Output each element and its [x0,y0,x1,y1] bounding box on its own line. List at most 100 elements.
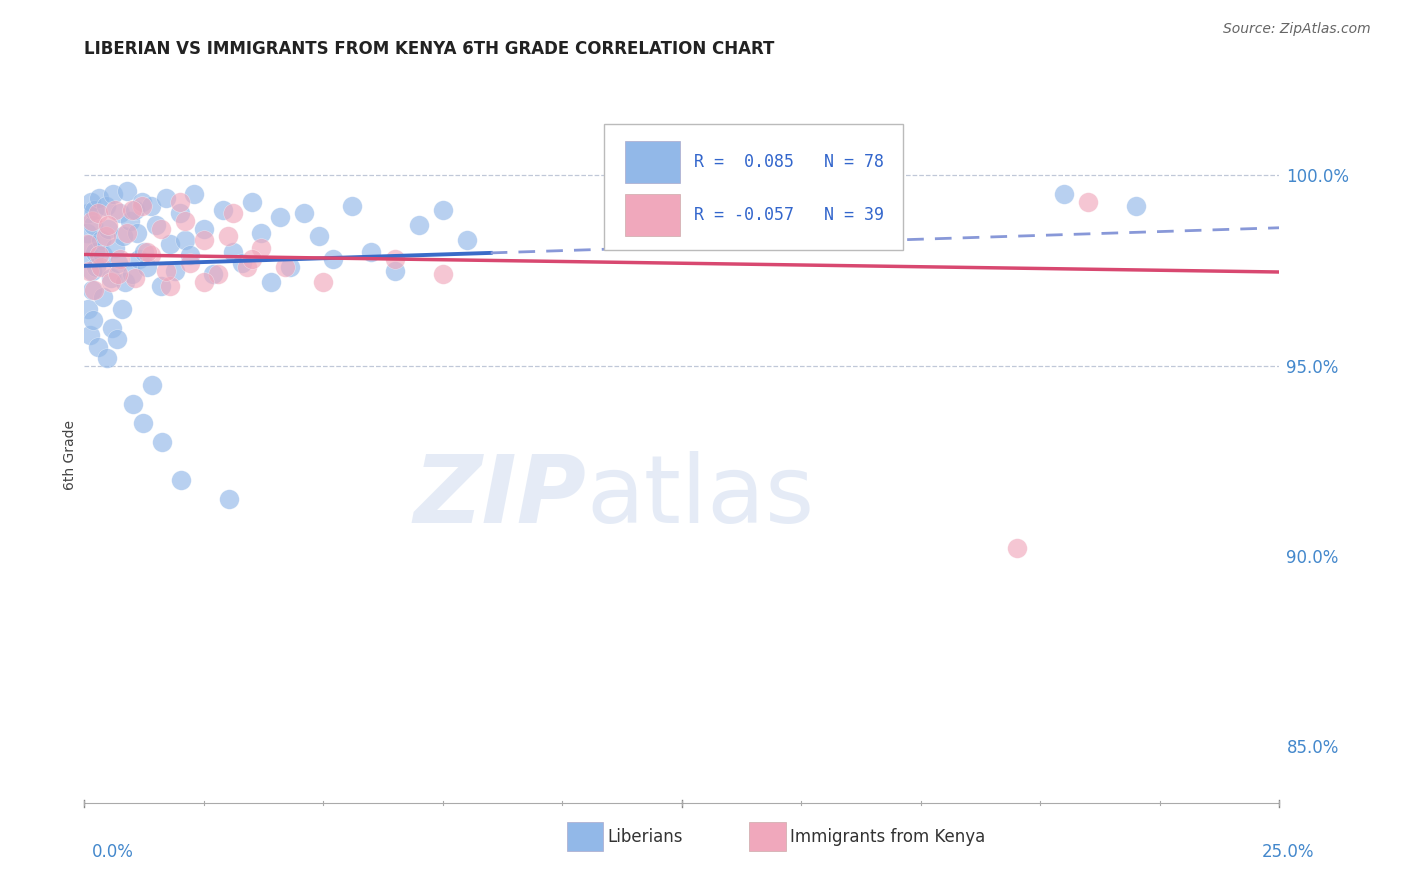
Point [90,233,112,247]
Point [87,191,110,205]
Text: LIBERIAN VS IMMIGRANTS FROM KENYA 6TH GRADE CORRELATION CHART: LIBERIAN VS IMMIGRANTS FROM KENYA 6TH GR… [84,40,775,58]
Point [250,241,273,255]
FancyBboxPatch shape [624,194,679,236]
Point [82,313,104,327]
Point [207,268,229,282]
Point [1053,187,1076,202]
Point [150,434,173,449]
Point [101,187,124,202]
Point [87,340,110,354]
Point [1125,199,1147,213]
Point [79,328,101,343]
Point [87,248,110,262]
Point [100,271,122,285]
Point [117,184,139,198]
Point [91,290,114,304]
Point [125,226,148,240]
Point [83,283,105,297]
Point [159,236,181,251]
Point [76,301,98,316]
Point [155,191,177,205]
Point [408,218,430,232]
Point [77,252,100,266]
Text: 0.0%: 0.0% [91,843,134,861]
Point [96,351,118,365]
Text: R =  0.085   N = 78: R = 0.085 N = 78 [695,153,884,171]
Point [80,283,103,297]
Point [124,271,146,285]
Point [278,260,301,274]
Point [90,260,112,274]
Point [132,244,156,259]
Point [240,195,263,210]
Point [231,256,253,270]
Point [149,278,172,293]
Point [107,256,129,270]
Point [360,244,382,259]
Point [170,473,193,487]
Point [212,202,235,217]
FancyBboxPatch shape [624,141,679,183]
Point [97,218,120,232]
Point [117,226,139,240]
Y-axis label: 6th Grade: 6th Grade [63,420,77,490]
Point [131,416,153,430]
Point [260,275,283,289]
Point [111,229,134,244]
Point [76,226,98,240]
Point [145,218,167,232]
Point [131,199,153,213]
Point [240,252,263,266]
Point [183,187,205,202]
Point [101,320,124,334]
Text: Immigrants from Kenya: Immigrants from Kenya [790,828,986,846]
Point [97,221,120,235]
Point [93,248,115,262]
Point [274,260,297,274]
Point [87,206,110,220]
Point [202,268,225,282]
Text: Liberians: Liberians [607,828,683,846]
Point [135,244,157,259]
Point [131,195,153,210]
Point [308,229,330,244]
Point [173,233,195,247]
Point [221,206,243,220]
Point [83,244,105,259]
Point [292,206,315,220]
Point [80,263,103,277]
Point [432,202,454,217]
Point [384,263,406,277]
Point [221,244,243,259]
Point [107,268,129,282]
Point [1077,195,1099,210]
Point [110,206,132,220]
Point [193,275,215,289]
Point [340,199,363,213]
Point [149,221,172,235]
Point [105,332,128,346]
Point [128,252,150,266]
Point [80,195,103,210]
FancyBboxPatch shape [605,124,903,250]
Text: R = -0.057   N = 39: R = -0.057 N = 39 [695,206,884,224]
Text: Source: ZipAtlas.com: Source: ZipAtlas.com [1223,22,1371,37]
Point [384,252,406,266]
Point [179,248,201,262]
Point [110,252,132,266]
Point [79,236,101,251]
Point [236,260,259,274]
Point [218,491,240,506]
Point [94,199,117,213]
Text: ZIP: ZIP [413,450,586,542]
Point [217,229,239,244]
Point [250,226,273,240]
Point [80,214,103,228]
Point [159,278,181,293]
Point [155,263,177,277]
Point [100,275,122,289]
Point [456,233,478,247]
Point [114,275,136,289]
Point [179,256,201,270]
Point [1005,541,1028,555]
